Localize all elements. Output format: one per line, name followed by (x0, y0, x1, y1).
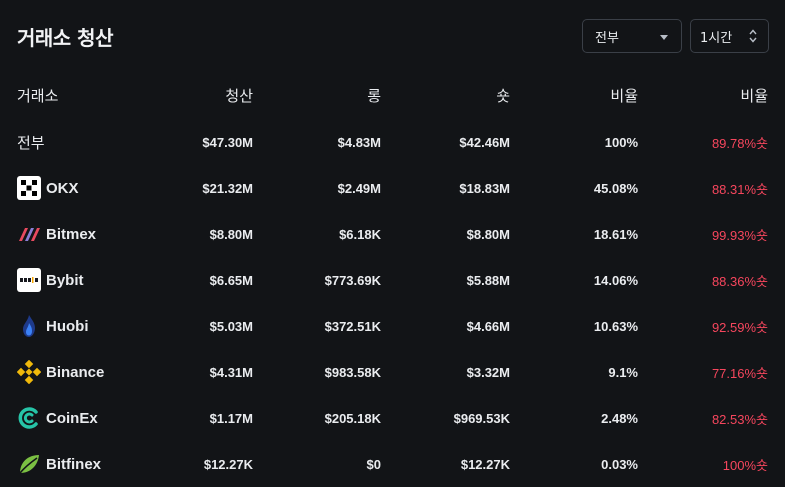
exchange-name: Binance (46, 363, 105, 381)
long-value: $205.18K (324, 410, 381, 426)
exchange-filter-value: 전부 (595, 30, 619, 46)
long-value: $6.18K (339, 226, 381, 242)
ratio-value: 89.78%숏 (711, 135, 768, 151)
long-value: $4.83M (337, 134, 381, 150)
share-value: 45.08% (593, 180, 638, 196)
short-value: $18.83M (459, 180, 510, 196)
sort-updown-icon (749, 29, 757, 43)
ratio-value: 77.16%숏 (711, 365, 768, 381)
exchange-name: 전부 (17, 133, 45, 152)
liquidation-value: $47.30M (202, 134, 253, 150)
ratio-value: 88.31%숏 (711, 181, 768, 197)
liquidation-value: $5.03M (209, 318, 253, 334)
share-value: 100% (604, 134, 638, 150)
table-row[interactable]: Bitfinex $12.27K $0 $12.27K 0.03% 100%숏 (0, 441, 785, 487)
exchange-name: CoinEx (46, 409, 98, 427)
share-value: 2.48% (601, 410, 638, 426)
long-value: $2.49M (337, 180, 381, 196)
share-value: 0.03% (601, 456, 638, 472)
short-value: $5.88M (466, 272, 510, 288)
liquidation-value: $6.65M (209, 272, 253, 288)
liquidation-value: $4.31M (209, 364, 253, 380)
short-value: $8.80M (466, 226, 510, 242)
table-row[interactable]: CoinEx $1.17M $205.18K $969.53K 2.48% 82… (0, 395, 785, 441)
exchange-name: OKX (46, 179, 79, 197)
huobi-icon (23, 315, 35, 337)
share-value: 9.1% (608, 364, 638, 380)
column-header-long[interactable]: 롱 (367, 87, 381, 105)
ratio-value: 82.53%숏 (711, 411, 768, 427)
time-range-select[interactable]: 1시간 (690, 19, 769, 53)
share-value: 18.61% (593, 226, 638, 242)
liquidation-value: $21.32M (202, 180, 253, 196)
table-row[interactable]: Bitmex $8.80M $6.18K $8.80M 18.61% 99.93… (0, 211, 785, 257)
bitmex-icon (19, 228, 40, 241)
column-header-share[interactable]: 비율 (610, 87, 638, 105)
table-row[interactable]: Huobi $5.03M $372.51K $4.66M 10.63% 92.5… (0, 303, 785, 349)
ratio-value: 99.93%숏 (711, 227, 768, 243)
ratio-value: 88.36%숏 (711, 273, 768, 289)
long-value: $0 (366, 456, 381, 472)
time-range-value: 1시간 (700, 30, 733, 46)
exchange-name: Bybit (46, 271, 84, 289)
column-header-short[interactable]: 숏 (496, 87, 510, 105)
short-value: $969.53K (453, 410, 510, 426)
liquidation-value: $1.17M (209, 410, 253, 426)
column-header-ratio[interactable]: 비율 (740, 87, 768, 105)
exchange-filter-select[interactable]: 전부 (582, 19, 682, 53)
long-value: $372.51K (324, 318, 381, 334)
short-value: $12.27K (460, 456, 510, 472)
exchange-name: Bitfinex (46, 455, 102, 473)
table-header-row: 거래소 청산 롱 숏 비율 비율 (0, 72, 785, 119)
exchange-name: Bitmex (46, 225, 97, 243)
table-row[interactable]: 전부 $47.30M $4.83M $42.46M 100% 89.78%숏 (0, 119, 785, 165)
short-value: $4.66M (466, 318, 510, 334)
coinex-icon (18, 407, 38, 429)
column-header-exchange[interactable]: 거래소 (17, 87, 59, 105)
share-value: 10.63% (593, 318, 638, 334)
table-row[interactable]: Bybit $6.65M $773.69K $5.88M 14.06% 88.3… (0, 257, 785, 303)
panel-title: 거래소 청산 (17, 26, 113, 50)
short-value: $3.32M (466, 364, 510, 380)
column-header-liquidation[interactable]: 청산 (225, 87, 253, 105)
exchange-name: Huobi (46, 317, 89, 335)
table-row[interactable]: Binance $4.31M $983.58K $3.32M 9.1% 77.1… (0, 349, 785, 395)
short-value: $42.46M (459, 134, 510, 150)
bybit-icon (17, 268, 41, 292)
liquidation-value: $8.80M (209, 226, 253, 242)
liquidation-value: $12.27K (203, 456, 253, 472)
ratio-value: 100%숏 (722, 457, 768, 473)
panel-header: 거래소 청산 전부 1시간 (0, 0, 785, 72)
chevron-down-icon (660, 35, 668, 40)
binance-icon (17, 360, 41, 384)
long-value: $983.58K (324, 364, 381, 380)
bitfinex-icon (19, 455, 39, 474)
share-value: 14.06% (593, 272, 638, 288)
table-row[interactable]: OKX $21.32M $2.49M $18.83M 45.08% 88.31%… (0, 165, 785, 211)
liquidation-table: 거래소 청산 롱 숏 비율 비율 전부 $47.30M $4.83M $42.4… (0, 72, 785, 487)
okx-icon (17, 176, 41, 200)
long-value: $773.69K (324, 272, 381, 288)
ratio-value: 92.59%숏 (711, 319, 768, 335)
